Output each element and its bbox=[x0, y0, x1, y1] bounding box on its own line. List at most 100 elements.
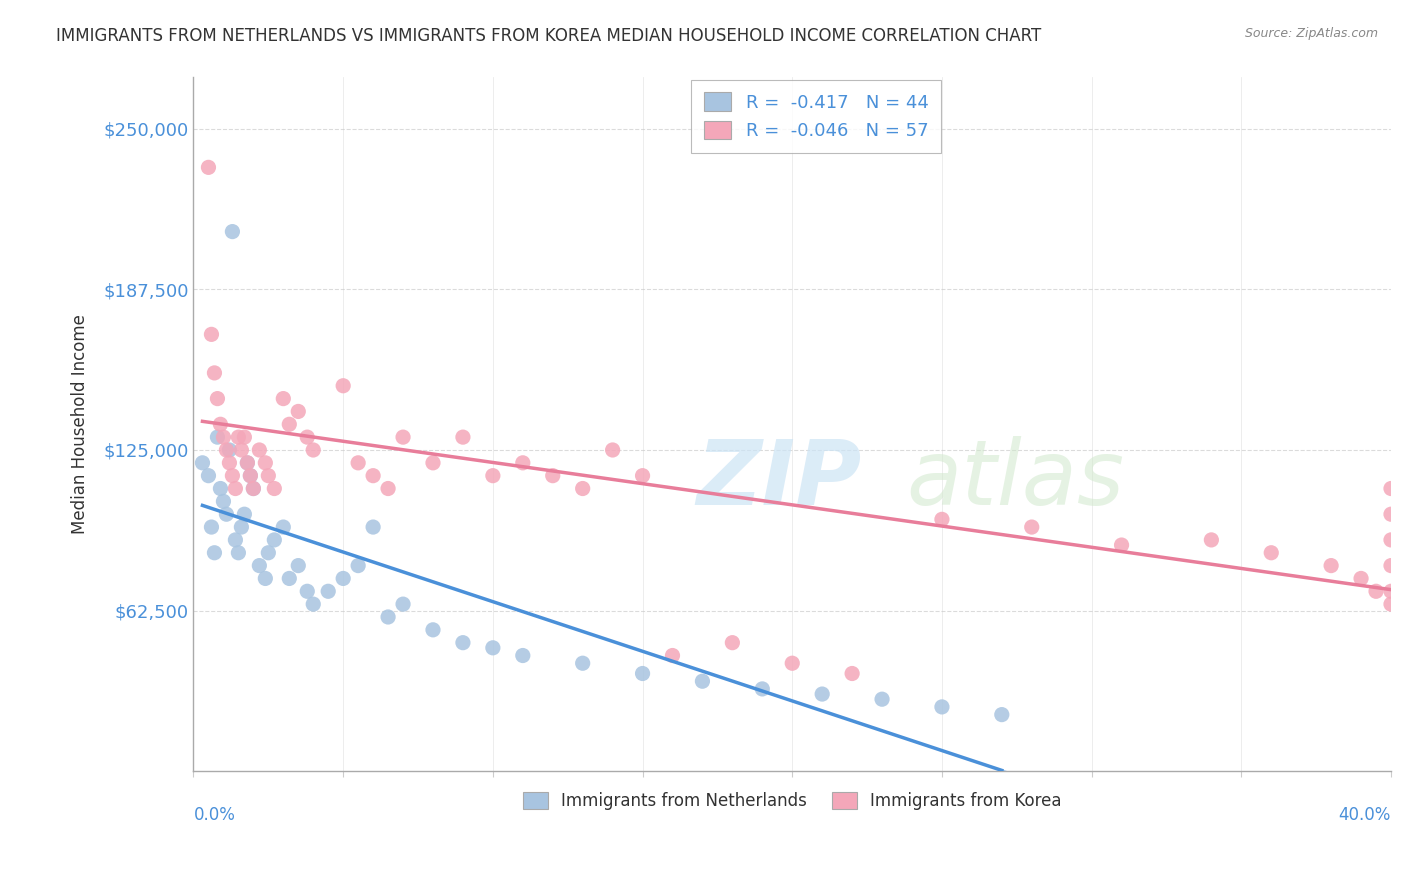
Text: Source: ZipAtlas.com: Source: ZipAtlas.com bbox=[1244, 27, 1378, 40]
Point bbox=[512, 456, 534, 470]
Legend: Immigrants from Netherlands, Immigrants from Korea: Immigrants from Netherlands, Immigrants … bbox=[515, 783, 1070, 818]
Point bbox=[242, 482, 264, 496]
Point bbox=[332, 571, 354, 585]
Point bbox=[197, 161, 219, 175]
Point bbox=[1201, 533, 1223, 547]
Point bbox=[247, 442, 270, 457]
Point bbox=[332, 378, 354, 392]
Point bbox=[233, 507, 256, 521]
Point bbox=[377, 610, 399, 624]
Point bbox=[287, 558, 309, 573]
Point bbox=[751, 681, 773, 696]
Point bbox=[451, 430, 474, 444]
Point bbox=[228, 430, 250, 444]
Point bbox=[209, 482, 232, 496]
Point bbox=[1379, 533, 1402, 547]
Point bbox=[254, 456, 277, 470]
Point bbox=[377, 482, 399, 496]
Point bbox=[257, 546, 280, 560]
Point bbox=[316, 584, 339, 599]
Point bbox=[482, 640, 505, 655]
Point bbox=[287, 404, 309, 418]
Point bbox=[811, 687, 834, 701]
Point bbox=[780, 657, 803, 671]
Point bbox=[200, 327, 222, 342]
Point bbox=[239, 468, 262, 483]
Point bbox=[263, 533, 285, 547]
Point bbox=[218, 456, 240, 470]
Point bbox=[197, 468, 219, 483]
Text: 0.0%: 0.0% bbox=[194, 805, 235, 824]
Point bbox=[870, 692, 893, 706]
Point bbox=[631, 468, 654, 483]
Point bbox=[212, 494, 235, 508]
Point bbox=[215, 507, 238, 521]
Point bbox=[242, 482, 264, 496]
Point bbox=[212, 430, 235, 444]
Point bbox=[236, 456, 259, 470]
Point bbox=[297, 430, 319, 444]
Point bbox=[218, 442, 240, 457]
Point bbox=[221, 225, 243, 239]
Point bbox=[200, 520, 222, 534]
Point bbox=[191, 456, 214, 470]
Point bbox=[931, 512, 953, 526]
Point bbox=[271, 520, 294, 534]
Text: atlas: atlas bbox=[905, 436, 1123, 524]
Point bbox=[228, 546, 250, 560]
Point bbox=[392, 597, 415, 611]
Point bbox=[302, 597, 325, 611]
Point bbox=[692, 674, 714, 689]
Y-axis label: Median Household Income: Median Household Income bbox=[72, 314, 89, 534]
Point bbox=[1379, 584, 1402, 599]
Point bbox=[1379, 482, 1402, 496]
Point bbox=[392, 430, 415, 444]
Point bbox=[661, 648, 683, 663]
Point bbox=[1260, 546, 1282, 560]
Point bbox=[191, 45, 214, 59]
Point bbox=[512, 648, 534, 663]
Point bbox=[236, 456, 259, 470]
Point bbox=[541, 468, 564, 483]
Point bbox=[278, 417, 301, 432]
Point bbox=[224, 533, 246, 547]
Point bbox=[247, 558, 270, 573]
Point bbox=[347, 558, 370, 573]
Point bbox=[204, 366, 226, 380]
Point bbox=[361, 468, 384, 483]
Point bbox=[297, 584, 319, 599]
Text: ZIP: ZIP bbox=[696, 436, 862, 524]
Point bbox=[233, 430, 256, 444]
Point bbox=[422, 623, 444, 637]
Point bbox=[1021, 520, 1043, 534]
Point bbox=[931, 699, 953, 714]
Point bbox=[602, 442, 624, 457]
Point bbox=[231, 520, 253, 534]
Point bbox=[1379, 507, 1402, 521]
Point bbox=[631, 666, 654, 681]
Point bbox=[841, 666, 863, 681]
Point bbox=[224, 482, 246, 496]
Point bbox=[263, 482, 285, 496]
Point bbox=[361, 520, 384, 534]
Point bbox=[302, 442, 325, 457]
Point bbox=[1379, 597, 1402, 611]
Point bbox=[1365, 584, 1388, 599]
Point bbox=[207, 430, 229, 444]
Point bbox=[1111, 538, 1133, 552]
Point bbox=[451, 635, 474, 649]
Point bbox=[207, 392, 229, 406]
Text: 40.0%: 40.0% bbox=[1339, 805, 1391, 824]
Point bbox=[991, 707, 1014, 722]
Point bbox=[215, 442, 238, 457]
Point bbox=[1379, 558, 1402, 573]
Point bbox=[482, 468, 505, 483]
Point bbox=[347, 456, 370, 470]
Point bbox=[571, 482, 593, 496]
Point bbox=[721, 635, 744, 649]
Point bbox=[257, 468, 280, 483]
Point bbox=[1320, 558, 1343, 573]
Point bbox=[204, 546, 226, 560]
Point bbox=[209, 417, 232, 432]
Point bbox=[278, 571, 301, 585]
